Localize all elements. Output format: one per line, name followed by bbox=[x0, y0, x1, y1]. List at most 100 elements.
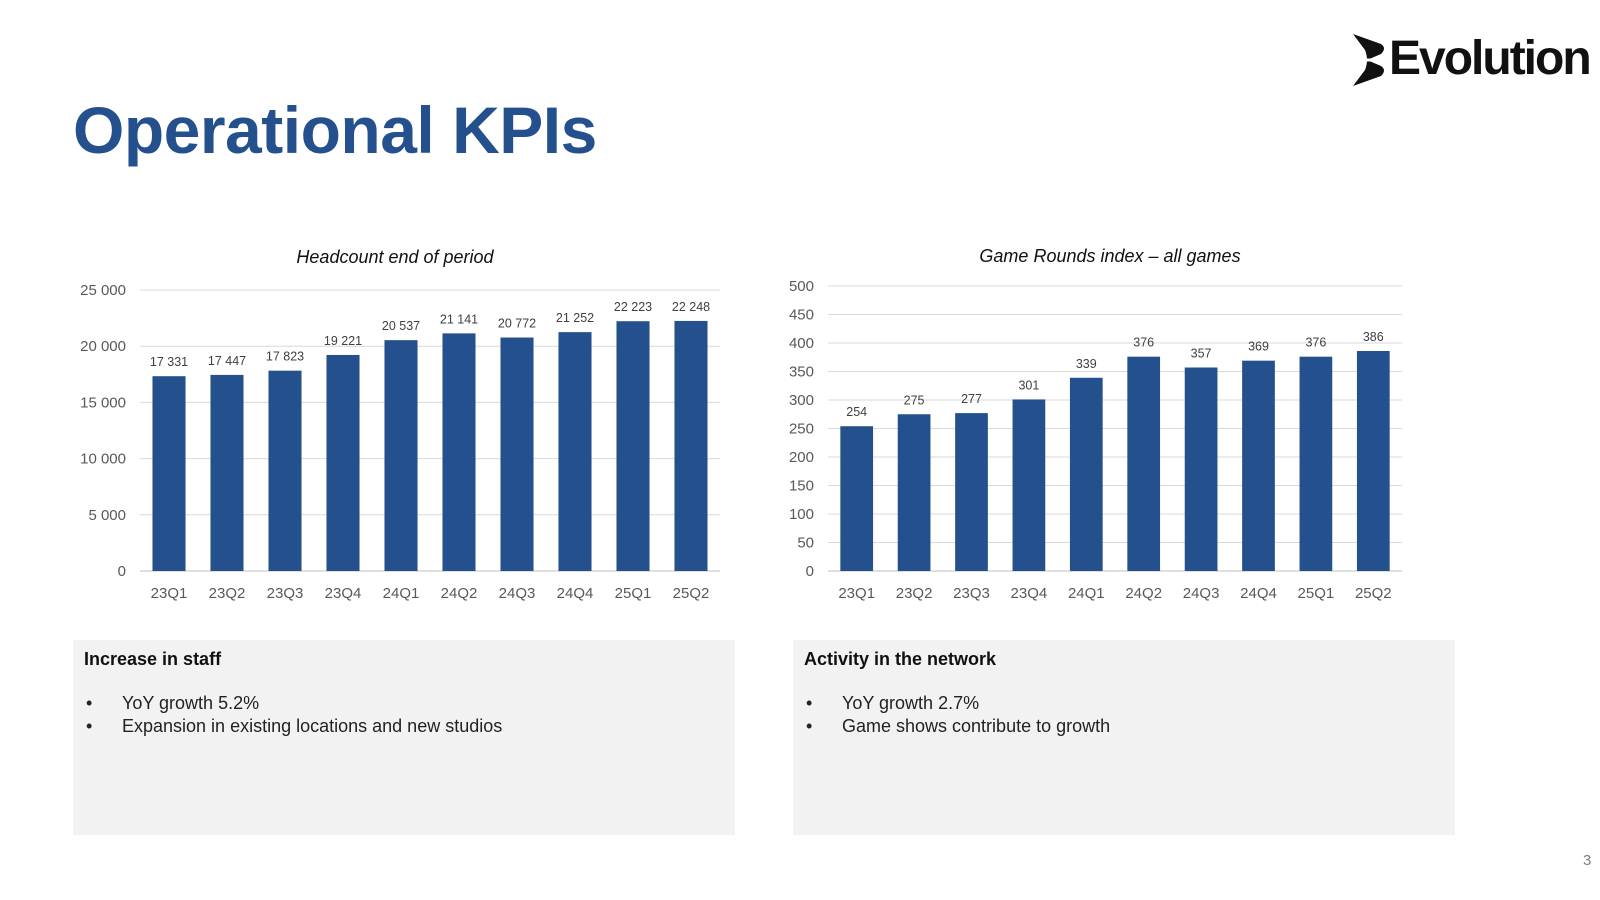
y-tick-label: 350 bbox=[789, 364, 814, 381]
data-label: 17 331 bbox=[150, 355, 188, 369]
chart-title: Headcount end of period bbox=[296, 247, 494, 267]
data-label: 19 221 bbox=[324, 334, 362, 348]
x-tick-label: 25Q1 bbox=[615, 585, 652, 602]
bar bbox=[152, 376, 186, 571]
headcount-chart: Headcount end of period 0 5 000 10 000 15 00… bbox=[80, 247, 720, 602]
y-tick-label: 10 000 bbox=[80, 451, 126, 468]
y-tick-label: 0 bbox=[118, 563, 126, 580]
bar bbox=[384, 340, 418, 571]
data-label: 275 bbox=[904, 393, 925, 407]
list-item: • YoY growth 5.2% bbox=[84, 692, 502, 715]
x-tick-label: 24Q3 bbox=[499, 585, 536, 602]
x-tick-label: 23Q2 bbox=[209, 585, 246, 602]
bar bbox=[1356, 350, 1390, 571]
bar bbox=[326, 354, 360, 571]
y-tick-label: 0 bbox=[806, 563, 814, 580]
x-tick-label: 23Q1 bbox=[151, 585, 188, 602]
bar bbox=[1012, 399, 1046, 571]
data-label: 22 223 bbox=[614, 300, 652, 314]
data-label: 20 772 bbox=[498, 317, 536, 331]
x-tick-label: 24Q1 bbox=[1068, 585, 1105, 602]
y-tick-label: 450 bbox=[789, 307, 814, 324]
bar bbox=[268, 370, 302, 571]
bar bbox=[500, 337, 534, 571]
chart-title: Game Rounds index – all games bbox=[979, 246, 1240, 266]
data-label: 357 bbox=[1191, 347, 1212, 361]
bar bbox=[558, 332, 592, 571]
x-tick-label: 24Q4 bbox=[1240, 585, 1277, 602]
y-tick-label: 15 000 bbox=[80, 394, 126, 411]
bar bbox=[442, 333, 476, 571]
x-tick-label: 23Q4 bbox=[1011, 585, 1048, 602]
y-tick-label: 25 000 bbox=[80, 282, 126, 299]
x-tick-label: 25Q2 bbox=[673, 585, 710, 602]
x-tick-label: 24Q2 bbox=[441, 585, 478, 602]
data-label: 376 bbox=[1133, 336, 1154, 350]
list-item: • Expansion in existing locations and new… bbox=[84, 715, 502, 738]
bar bbox=[1242, 360, 1275, 571]
bar bbox=[840, 426, 874, 571]
y-tick-label: 20 000 bbox=[80, 338, 126, 355]
x-tick-label: 24Q4 bbox=[557, 585, 594, 602]
data-label: 386 bbox=[1363, 330, 1384, 344]
bullet-icon: • bbox=[806, 693, 813, 713]
bullet-icon: • bbox=[806, 716, 813, 736]
staff-info-title: Increase in staff bbox=[84, 649, 222, 669]
data-label: 277 bbox=[961, 392, 982, 406]
data-label: 339 bbox=[1076, 357, 1097, 371]
y-tick-label: 250 bbox=[789, 421, 814, 438]
game-rounds-chart: Game Rounds index – all games 0 50 100 150 20… bbox=[789, 246, 1402, 602]
network-info-title: Activity in the network bbox=[804, 649, 997, 669]
data-label: 17 447 bbox=[208, 354, 246, 368]
x-tick-label: 23Q4 bbox=[325, 585, 362, 602]
y-tick-label: 150 bbox=[789, 478, 814, 495]
data-label: 21 141 bbox=[440, 312, 478, 326]
network-info-list: • YoY growth 2.7% • Game shows contribute … bbox=[804, 692, 1110, 738]
bar bbox=[210, 374, 244, 571]
data-label: 17 823 bbox=[266, 350, 304, 364]
bar bbox=[1184, 367, 1218, 571]
data-label: 301 bbox=[1018, 378, 1039, 392]
x-tick-label: 23Q1 bbox=[838, 585, 875, 602]
data-label: 369 bbox=[1248, 340, 1269, 354]
y-tick-label: 300 bbox=[789, 392, 814, 409]
y-tick-label: 100 bbox=[789, 506, 814, 523]
data-label: 22 248 bbox=[672, 300, 710, 314]
y-tick-label: 200 bbox=[789, 449, 814, 466]
x-tick-label: 24Q2 bbox=[1125, 585, 1162, 602]
list-item-text: Game shows contribute to growth bbox=[842, 716, 1111, 736]
y-tick-label: 500 bbox=[789, 278, 814, 295]
x-tick-label: 23Q3 bbox=[267, 585, 304, 602]
list-item-text: YoY growth 5.2% bbox=[122, 693, 260, 713]
list-item: • YoY growth 2.7% bbox=[804, 692, 1110, 715]
logo-text: Evolution bbox=[1389, 32, 1592, 85]
staff-info-list: • YoY growth 5.2% • Expansion in existing … bbox=[84, 692, 502, 738]
list-item: • Game shows contribute to growth bbox=[804, 715, 1110, 738]
staff-info-box: Increase in staff • YoY growth 5.2% • Expa… bbox=[73, 640, 735, 835]
y-tick-label: 400 bbox=[789, 335, 814, 352]
bar bbox=[1299, 356, 1333, 571]
bar bbox=[897, 414, 931, 571]
bullet-icon: • bbox=[86, 716, 93, 736]
network-info-box: Activity in the network • YoY growth 2.7%… bbox=[793, 640, 1455, 835]
bar bbox=[674, 320, 708, 571]
page-number: 3 bbox=[1583, 852, 1592, 869]
evolution-logo: Evolution bbox=[1351, 30, 1592, 88]
data-label: 376 bbox=[1305, 336, 1326, 350]
y-tick-label: 50 bbox=[797, 535, 814, 552]
y-tick-label: 5 000 bbox=[88, 507, 126, 524]
x-tick-label: 24Q1 bbox=[383, 585, 420, 602]
bar bbox=[1127, 356, 1161, 571]
list-item-text: YoY growth 2.7% bbox=[842, 693, 980, 713]
bar bbox=[1069, 377, 1103, 571]
bar bbox=[616, 321, 650, 571]
data-label: 254 bbox=[846, 405, 867, 419]
x-tick-label: 23Q3 bbox=[953, 585, 990, 602]
x-tick-label: 25Q2 bbox=[1355, 585, 1392, 602]
bullet-icon: • bbox=[86, 693, 93, 713]
x-tick-label: 23Q2 bbox=[896, 585, 933, 602]
list-item-text: Expansion in existing locations and new … bbox=[122, 716, 503, 736]
bar bbox=[955, 413, 988, 571]
x-tick-label: 24Q3 bbox=[1183, 585, 1220, 602]
page-title: Operational KPIs bbox=[73, 93, 597, 167]
